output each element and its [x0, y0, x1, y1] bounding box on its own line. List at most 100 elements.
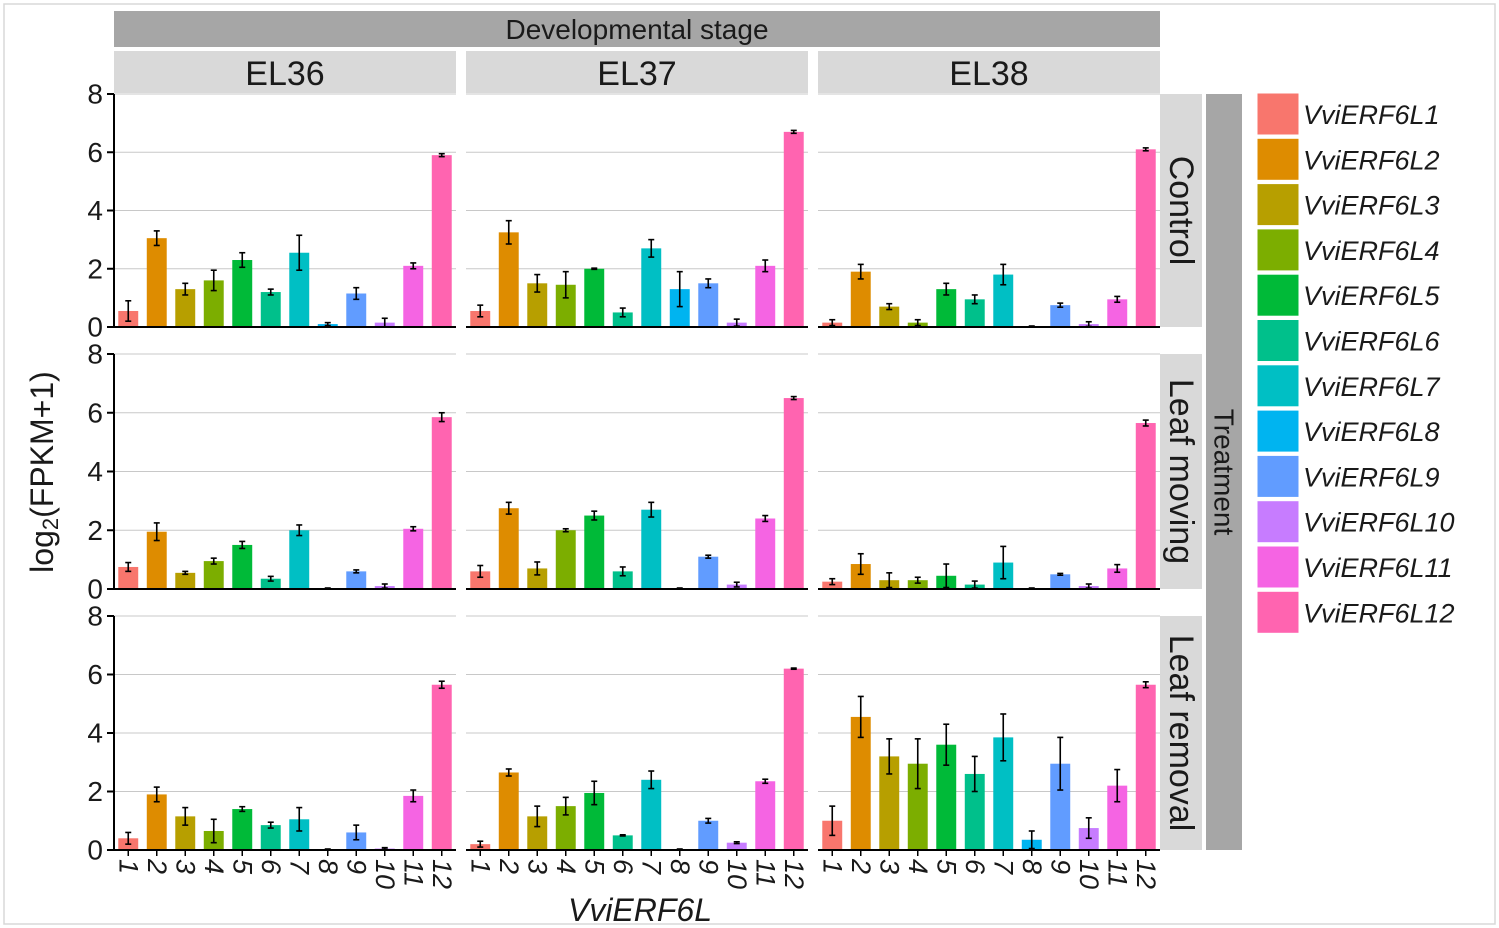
- col-strip-el38: [818, 51, 1160, 93]
- bar-3: [527, 568, 548, 589]
- legend-swatch-3: [1256, 183, 1300, 227]
- legend-label-4: VviERF6L4: [1303, 236, 1440, 266]
- y-tick-label: 6: [87, 137, 103, 168]
- row-facet-strip: [1206, 94, 1242, 850]
- bar-3: [879, 306, 900, 327]
- col-strip-label-el37: EL37: [597, 55, 676, 93]
- bar-2: [146, 238, 167, 327]
- x-tick-label-1: 1: [113, 859, 143, 874]
- bar-4: [203, 561, 224, 589]
- bar-6: [260, 578, 281, 589]
- bar-11: [755, 781, 776, 850]
- bar-7: [289, 819, 310, 850]
- legend-swatch-10: [1256, 500, 1300, 544]
- x-tick-label-12: 12: [1131, 859, 1161, 889]
- x-tick-label-4: 4: [551, 859, 581, 874]
- legend-swatch-2: [1256, 137, 1300, 181]
- x-tick-label-5: 5: [579, 859, 609, 875]
- bar-5: [936, 289, 957, 327]
- legend-label-8: VviERF6L8: [1303, 417, 1440, 447]
- y-tick-label: 6: [87, 659, 103, 690]
- legend-label-10: VviERF6L10: [1303, 508, 1455, 538]
- bar-4: [555, 530, 576, 589]
- x-tick-label-10: 10: [722, 859, 752, 889]
- legend-label-7: VviERF6L7: [1303, 372, 1441, 402]
- legend-swatch-8: [1256, 409, 1300, 453]
- legend-swatch-5: [1256, 273, 1300, 317]
- bar-6: [260, 292, 281, 327]
- x-tick-label-11: 11: [1102, 859, 1132, 887]
- bar-12: [1135, 149, 1156, 327]
- legend-swatch-11: [1256, 545, 1300, 589]
- x-tick-label-9: 9: [341, 859, 371, 874]
- bar-12: [431, 684, 452, 850]
- y-tick-label: 0: [87, 312, 103, 343]
- bar-7: [289, 252, 310, 327]
- bar-9: [1050, 574, 1071, 589]
- bar-12: [783, 668, 804, 850]
- legend-label-3: VviERF6L3: [1303, 191, 1440, 221]
- bar-4: [907, 763, 928, 850]
- bar-11: [403, 265, 424, 327]
- x-tick-label-1: 1: [465, 859, 495, 874]
- y-tick-label: 0: [87, 574, 103, 605]
- row-strip-label-leaf-moving: Leaf moving: [1162, 379, 1200, 564]
- bar-6: [612, 571, 633, 589]
- x-tick-label-9: 9: [1045, 859, 1075, 874]
- bar-11: [1107, 299, 1128, 327]
- legend-swatch-12: [1256, 590, 1300, 634]
- y-axis-title-rest: (FPKM+1): [24, 371, 60, 518]
- bar-9: [698, 556, 719, 589]
- x-tick-label-12: 12: [779, 859, 809, 889]
- row-strip-leaf-removal: [1160, 616, 1202, 850]
- bar-12: [431, 155, 452, 327]
- bar-6: [260, 825, 281, 850]
- x-tick-label-4: 4: [903, 859, 933, 874]
- x-tick-label-3: 3: [522, 859, 552, 874]
- row-strip-control: [1160, 94, 1202, 327]
- col-strip-el36: [114, 51, 456, 93]
- bar-4: [555, 806, 576, 850]
- bar-12: [1135, 684, 1156, 850]
- x-tick-label-9: 9: [693, 859, 723, 874]
- x-tick-label-3: 3: [170, 859, 200, 874]
- y-tick-label: 2: [87, 253, 103, 284]
- bar-1: [118, 566, 139, 589]
- bar-7: [993, 737, 1014, 850]
- bar-3: [527, 816, 548, 850]
- col-strip-label-el38: EL38: [949, 55, 1028, 93]
- bar-7: [641, 509, 662, 589]
- bar-5: [232, 260, 253, 327]
- bar-1: [470, 310, 491, 327]
- bar-11: [403, 795, 424, 850]
- panel-control-el38: [818, 93, 1160, 328]
- bar-7: [641, 248, 662, 327]
- bar-3: [175, 816, 196, 850]
- legend-swatch-1: [1256, 92, 1300, 136]
- bar-9: [1050, 305, 1071, 327]
- panel-leaf-removal-el38: [818, 615, 1160, 851]
- row-strip-label-control: Control: [1162, 156, 1200, 266]
- legend-label-12: VviERF6L12: [1303, 598, 1455, 628]
- x-tick-label-5: 5: [931, 859, 961, 875]
- bar-6: [964, 299, 985, 327]
- y-tick-label: 2: [87, 776, 103, 807]
- legend-label-1: VviERF6L1: [1303, 100, 1440, 130]
- bar-5: [936, 744, 957, 850]
- bar-12: [783, 398, 804, 589]
- x-tick-label-8: 8: [1017, 859, 1047, 874]
- panel-leaf-moving-el36: [114, 353, 456, 590]
- y-tick-label: 4: [87, 456, 103, 487]
- x-tick-label-1: 1: [817, 859, 847, 874]
- bar-9: [346, 293, 367, 327]
- y-tick-label: 4: [87, 195, 103, 226]
- bar-4: [907, 580, 928, 589]
- bar-12: [1135, 423, 1156, 589]
- y-axis-title-main: log: [24, 530, 60, 573]
- bar-2: [850, 564, 871, 589]
- legend-swatch-7: [1256, 364, 1300, 408]
- bar-9: [698, 820, 719, 850]
- legend-label-11: VviERF6L11: [1303, 553, 1453, 583]
- bar-2: [498, 232, 519, 327]
- bar-9: [346, 571, 367, 589]
